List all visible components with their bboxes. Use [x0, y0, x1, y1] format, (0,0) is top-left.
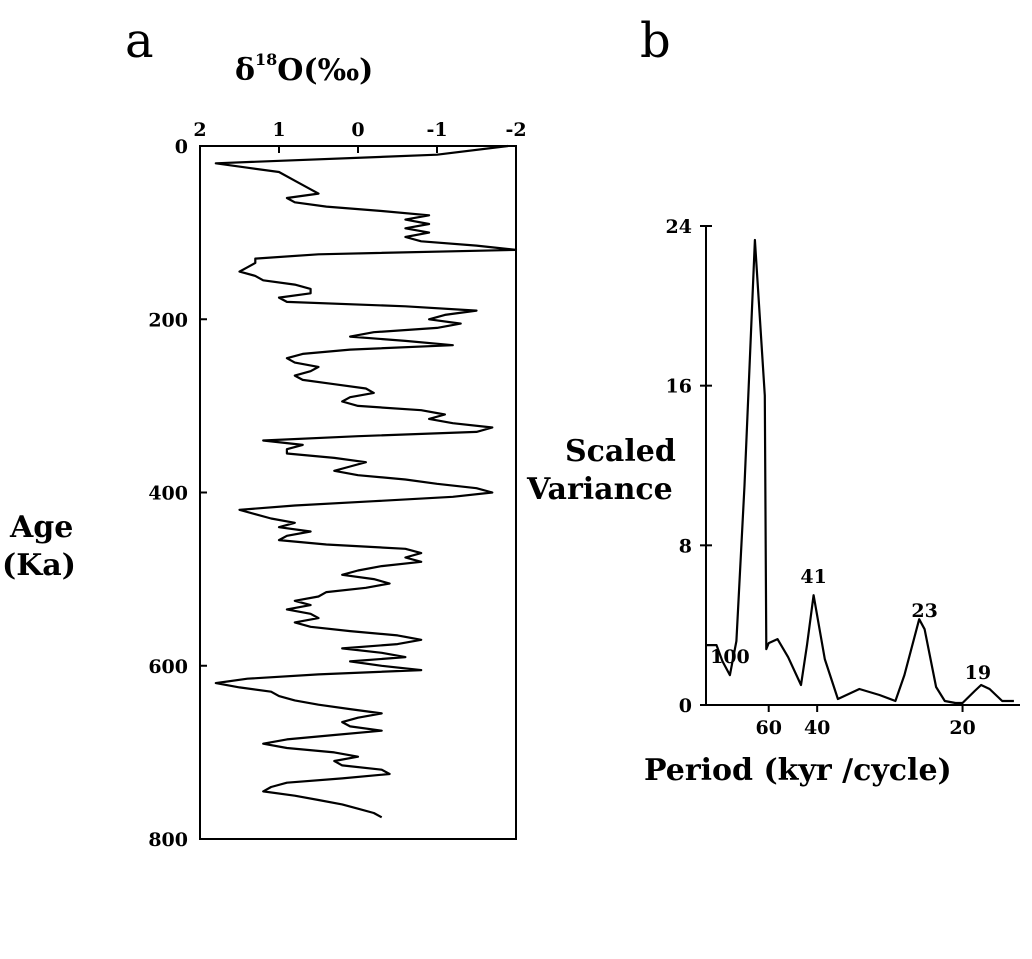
panel-b-y-tick-label: 8 — [679, 535, 692, 557]
panel-a-xlabel-prefix: δ — [235, 53, 255, 88]
panel-b-x-ticks: 60 40 20 — [755, 705, 976, 739]
panel-a-x-tick-label: -2 — [505, 119, 526, 141]
panel-b-series — [706, 238, 1014, 705]
panel-b-x-tick-label: 60 — [755, 717, 781, 739]
panel-a-x-tick-label: -1 — [426, 119, 447, 141]
panel-a-x-tick-label: 2 — [193, 119, 206, 141]
panel-b-y-tick-label: 16 — [666, 376, 692, 398]
panel-a-y-ticks: 0 200 400 600 800 — [148, 136, 207, 851]
panel-b-x-tick-label: 20 — [949, 717, 975, 739]
panel-b-y-tick-label: 24 — [666, 216, 692, 238]
panel-b-peak-label: 23 — [911, 600, 937, 622]
panel-a-ylabel-line2: (Ka) — [2, 548, 76, 583]
panel-b-peak-label: 41 — [800, 566, 826, 588]
panel-a-d18o-curve — [214, 144, 518, 819]
panel-a-y-tick-label: 600 — [148, 656, 188, 678]
panel-a-y-tick-label: 200 — [148, 309, 188, 331]
panel-b-xlabel: Period (kyr /cycle) — [644, 753, 952, 788]
panel-b-letter: b — [640, 13, 671, 69]
panel-a-xlabel-suffix: O(‰) — [277, 53, 373, 88]
panel-a-x-tick-label: 1 — [272, 119, 285, 141]
panel-b-y-tick-label: 0 — [679, 695, 692, 717]
panel-a-x-tick-label: 0 — [351, 119, 364, 141]
panel-a-y-tick-label: 0 — [175, 136, 188, 158]
panel-a-xlabel-sup: 18 — [255, 50, 277, 69]
panel-a-letter: a — [125, 13, 154, 69]
panel-a-x-ticks: 2 1 0 -1 -2 — [193, 119, 527, 153]
panel-a-y-tick-label: 800 — [148, 829, 188, 851]
panel-a-y-tick-label: 400 — [148, 483, 188, 505]
panel-a-xlabel: δ18O(‰) — [235, 50, 373, 88]
panel-b-peak-labels: 100 41 23 19 — [710, 566, 991, 684]
panel-b-peak-label: 100 — [710, 646, 750, 668]
panel-b-x-tick-label: 40 — [804, 717, 830, 739]
panel-b-peak-label: 19 — [965, 662, 991, 684]
panel-a-ylabel-line1: Age — [9, 510, 73, 545]
panel-b-ylabel-line2: Variance — [526, 472, 673, 507]
panel-b-spectrum-curve — [706, 238, 1014, 705]
panel-b-ylabel-line1: Scaled — [565, 434, 676, 469]
panel-b-y-ticks: 0 8 16 24 — [666, 216, 712, 717]
panel-a-series — [214, 144, 518, 819]
